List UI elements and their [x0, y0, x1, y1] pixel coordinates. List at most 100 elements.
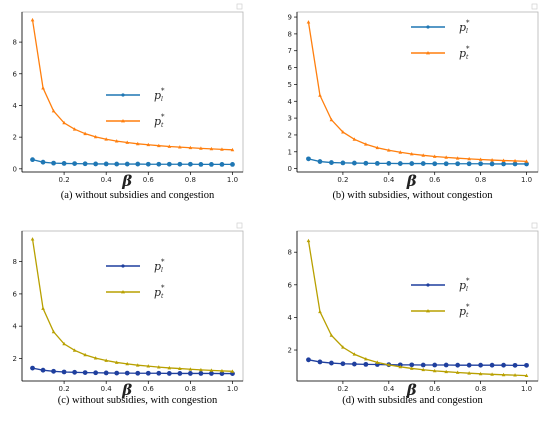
legend-marker-t — [121, 290, 125, 294]
data-point-l — [363, 160, 369, 166]
legend-label-l: p — [459, 279, 466, 292]
data-point-l — [443, 161, 449, 167]
data-point-l — [230, 161, 235, 167]
data-point-l — [72, 161, 78, 167]
legend-marker-l — [426, 25, 430, 29]
data-point-l — [198, 371, 204, 376]
data-point-t — [421, 153, 426, 157]
y-tick-label: 2 — [13, 355, 17, 363]
data-point-t — [167, 365, 172, 370]
data-point-l — [455, 362, 461, 368]
data-point-l — [501, 362, 506, 368]
data-point-t — [93, 356, 98, 360]
y-tick-label: 3 — [288, 115, 292, 123]
data-point-l — [114, 370, 120, 376]
data-point-l — [61, 369, 67, 375]
y-tick-label: 6 — [13, 290, 18, 298]
legend-label-t: p — [154, 286, 161, 299]
corner-box-icon — [236, 222, 243, 229]
data-point-t — [490, 372, 494, 376]
data-point-t — [387, 362, 391, 367]
data-point-l — [198, 161, 204, 167]
data-point-t — [352, 137, 357, 141]
legend-sub-t: t — [466, 312, 469, 319]
data-point-t — [513, 373, 517, 377]
data-point-l — [156, 370, 162, 376]
y-tick-label: 6 — [288, 64, 293, 72]
legend-marker-l — [426, 283, 430, 287]
data-point-t — [230, 369, 235, 373]
data-point-l — [420, 362, 426, 368]
y-tick-label: 8 — [13, 258, 17, 266]
y-tick-label: 1 — [288, 148, 292, 156]
data-point-t — [83, 131, 87, 136]
data-point-l — [103, 161, 109, 167]
caption-b: (b) with subsidies, without congestion — [332, 190, 493, 201]
data-point-t — [114, 360, 119, 364]
x-tick-label: 0.8 — [185, 176, 196, 184]
data-point-l — [145, 370, 151, 376]
data-point-l — [478, 362, 484, 368]
data-point-l — [351, 361, 357, 367]
data-point-l — [103, 370, 109, 376]
data-point-l — [409, 161, 415, 166]
y-tick-label: 2 — [288, 347, 292, 355]
data-point-l — [363, 361, 369, 367]
data-point-t — [167, 144, 172, 148]
data-point-l — [489, 161, 495, 167]
data-point-l — [432, 362, 438, 368]
legend-marker-l — [121, 93, 125, 97]
data-point-l — [51, 160, 56, 166]
data-point-t — [318, 93, 322, 97]
data-point-t — [199, 146, 203, 150]
data-point-l — [209, 371, 214, 376]
data-point-l — [124, 161, 130, 167]
data-point-l — [135, 161, 141, 167]
data-point-t — [93, 134, 98, 139]
data-point-t — [220, 368, 224, 373]
data-point-l — [340, 160, 346, 166]
data-point-l — [156, 161, 162, 167]
data-point-l — [351, 160, 357, 166]
y-tick-label: 4 — [288, 314, 293, 322]
data-point-l — [306, 156, 311, 162]
x-tick-label: 0.4 — [101, 176, 113, 184]
x-tick-label: 0.8 — [185, 385, 196, 393]
data-point-t — [444, 155, 448, 159]
data-point-l — [166, 371, 172, 376]
caption-c: (c) without subsidies, with congestion — [57, 395, 218, 406]
data-point-t — [329, 333, 334, 337]
data-point-l — [145, 161, 151, 167]
corner-box-icon — [531, 3, 538, 10]
data-point-l — [72, 369, 78, 375]
x-axis-label: β — [121, 381, 132, 399]
corner-box-icon — [531, 222, 538, 229]
x-tick-label: 0.4 — [383, 385, 395, 393]
data-point-t — [125, 140, 130, 144]
y-tick-label: 8 — [288, 249, 292, 257]
x-tick-label: 0.2 — [59, 385, 70, 393]
caption-a: (a) without subsidies and congestion — [60, 190, 215, 201]
data-point-t — [432, 368, 437, 373]
legend-label-t: p — [459, 305, 466, 318]
data-point-t — [41, 306, 45, 310]
data-point-l — [219, 161, 225, 167]
data-point-t — [72, 348, 77, 352]
chart-panel-d: 2 4 6 8 0.2 0.4 0.6 0.8 1.0 β p * l p * t (d) with subs… — [275, 219, 550, 437]
x-tick-label: 0.8 — [475, 385, 486, 393]
legend-marker-t — [426, 309, 430, 313]
data-point-l — [187, 371, 193, 376]
data-point-t — [352, 352, 357, 356]
chart-panel-c: 2 4 6 8 0.2 0.4 0.6 0.8 1.0 β p * l p * t (c) without s… — [0, 219, 275, 437]
y-tick-label: 5 — [288, 81, 292, 89]
data-point-l — [409, 362, 415, 368]
legend-marker-t — [121, 119, 125, 123]
x-tick-label: 0.6 — [429, 176, 441, 184]
legend-sub-l: l — [161, 267, 163, 274]
corner-box-icon — [236, 3, 243, 10]
data-point-t — [104, 137, 108, 141]
plot-frame — [21, 230, 244, 382]
y-tick-label: 9 — [288, 14, 292, 22]
x-tick-label: 0.4 — [101, 385, 113, 393]
